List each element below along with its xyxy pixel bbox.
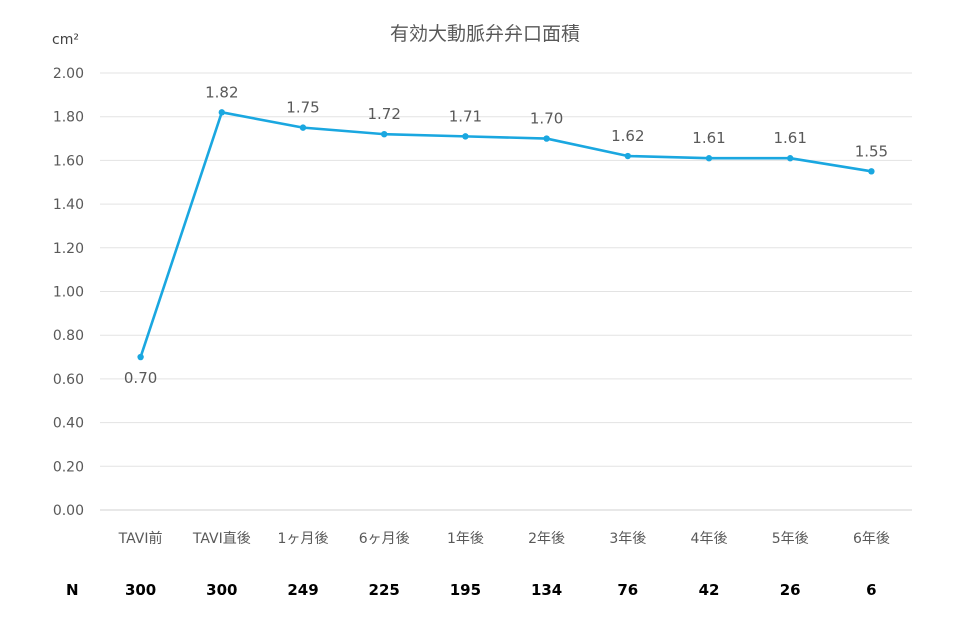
x-axis-ticks: TAVI前 TAVI直後 1ヶ月後 6ヶ月後 1年後 2年後 3年後 4年後 5年後 6年後: [118, 530, 890, 547]
y-unit-label: cm²: [52, 32, 79, 48]
data-label: 1.75: [286, 99, 319, 117]
data-point: [218, 109, 225, 116]
y-tick-label: 1.00: [53, 285, 84, 301]
n-value: 225: [369, 581, 400, 599]
data-point: [624, 152, 631, 160]
n-value: 300: [125, 581, 156, 599]
y-tick-label: 0.60: [53, 372, 84, 388]
data-label: 1.61: [692, 129, 725, 147]
n-row-label: N: [66, 581, 79, 599]
data-label: 1.71: [449, 107, 482, 125]
n-value: 195: [450, 581, 481, 599]
data-label: 1.61: [773, 129, 806, 147]
data-point: [705, 155, 713, 162]
data-label: 1.82: [205, 83, 238, 101]
y-tick-label: 2.00: [53, 66, 84, 82]
n-value: 300: [206, 581, 237, 599]
data-labels: 0.70 1.82 1.75 1.72 1.71 1.70 1.62 1.61 1.61 1.55: [124, 83, 888, 387]
y-tick-label: 0.40: [53, 416, 84, 432]
x-tick-label: 6年後: [853, 531, 890, 547]
y-tick-label: 0.80: [53, 328, 84, 344]
y-axis-ticks: 0.00 0.20 0.40 0.60 0.80 1.00 1.20 1.40 1.60 1.80…: [53, 66, 84, 519]
n-value: 42: [699, 581, 720, 599]
n-value: 249: [287, 581, 318, 599]
gridlines: [100, 72, 912, 511]
x-tick-label: 1年後: [447, 531, 484, 547]
y-tick-label: 1.20: [53, 241, 84, 257]
x-tick-label: 1ヶ月後: [278, 531, 329, 547]
x-tick-label: 5年後: [772, 531, 809, 547]
n-value: 6: [866, 581, 876, 599]
data-point: [868, 168, 875, 175]
chart-title: 有効大動脈弁弁口面積: [390, 23, 580, 45]
data-point: [787, 155, 794, 162]
y-tick-label: 1.80: [53, 110, 84, 126]
data-label: 1.72: [367, 105, 400, 123]
data-label: 0.70: [124, 369, 157, 387]
data-label: 1.62: [611, 127, 644, 145]
x-tick-label: 4年後: [691, 531, 728, 547]
data-point: [462, 133, 469, 140]
y-tick-label: 1.60: [53, 153, 84, 169]
series-line-layer: [139, 111, 873, 359]
x-tick-label: 3年後: [609, 531, 646, 547]
data-point: [137, 353, 144, 361]
y-tick-label: 0.00: [53, 503, 84, 519]
x-tick-label: TAVI直後: [192, 530, 251, 547]
n-value: 76: [617, 581, 638, 599]
data-points: [137, 109, 875, 361]
n-value: 134: [531, 581, 562, 599]
data-point: [381, 130, 388, 138]
data-point: [543, 135, 550, 142]
y-tick-label: 0.20: [53, 459, 84, 475]
y-tick-label: 1.40: [53, 197, 84, 213]
series-line: [139, 111, 873, 359]
n-row-values: 300 300 249 225 195 134 76 42 26 6: [125, 581, 877, 599]
x-tick-label: 2年後: [528, 531, 565, 547]
data-label: 1.55: [855, 142, 888, 160]
n-value: 26: [780, 581, 801, 599]
data-point: [299, 124, 307, 131]
data-label: 1.70: [530, 110, 563, 128]
x-tick-label: TAVI前: [118, 530, 163, 547]
x-tick-label: 6ヶ月後: [359, 531, 410, 547]
